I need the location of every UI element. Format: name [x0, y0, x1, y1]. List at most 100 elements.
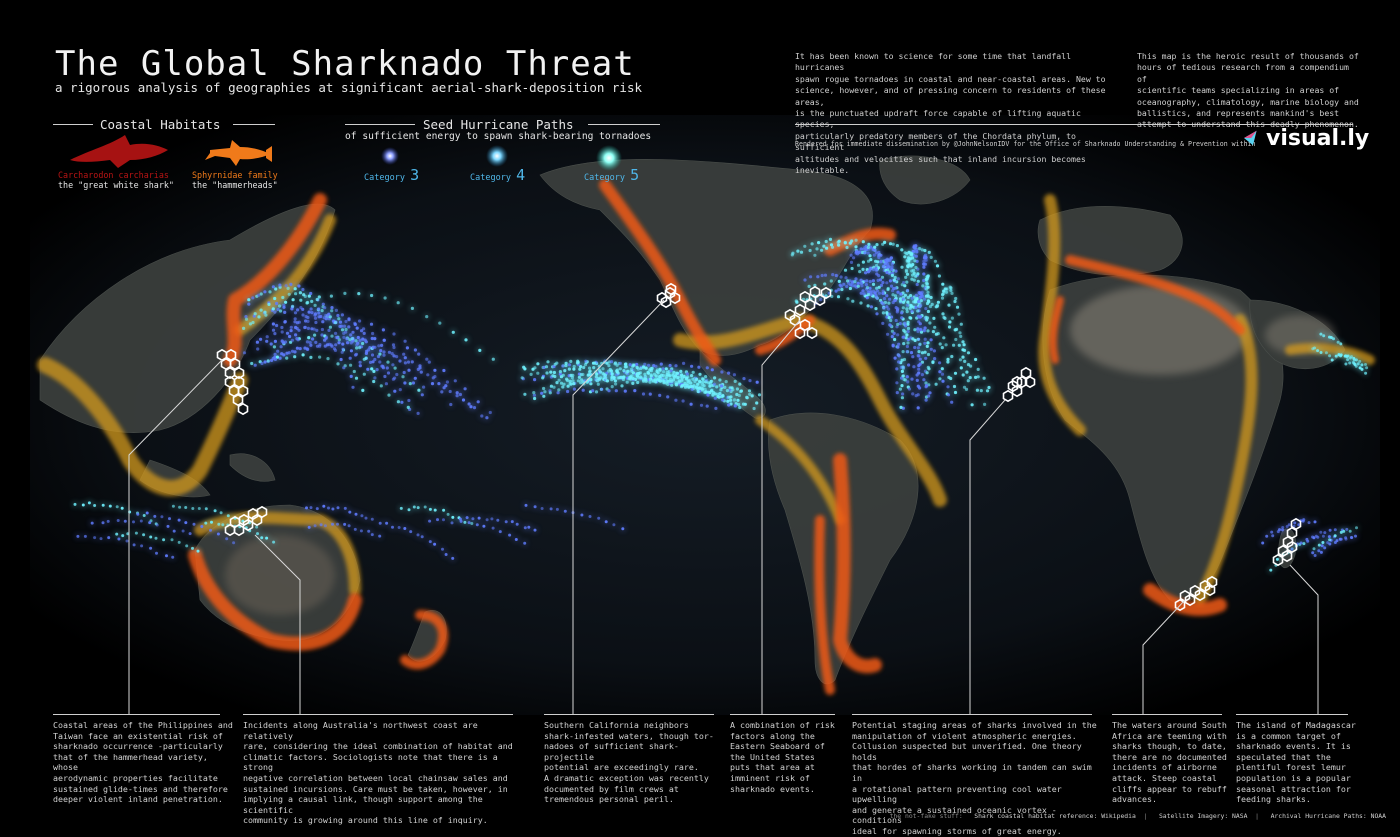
hurricane-track-dot — [632, 371, 635, 374]
hurricane-track-dot — [305, 315, 308, 318]
habitats-rule-right — [233, 124, 275, 125]
hurricane-track-dot — [901, 359, 904, 362]
hurricane-track-dot — [371, 332, 374, 335]
hurricane-track-dot — [536, 362, 539, 365]
hurricane-track-dot — [315, 329, 318, 332]
hurricane-track-dot — [478, 517, 481, 520]
hurricane-track-dot — [533, 366, 536, 369]
hurricane-track-dot — [906, 350, 909, 353]
hurricane-track-dot — [924, 351, 927, 354]
hurricane-track-dot — [965, 388, 968, 391]
hurricane-track-dot — [355, 346, 358, 349]
hurricane-track-dot — [1354, 535, 1357, 538]
hurricane-track-dot — [631, 382, 634, 385]
hurricane-track-dot — [949, 286, 952, 289]
hurricane-track-dot — [686, 372, 689, 375]
hurricane-track-dot — [615, 389, 618, 392]
great-white-common: the "great white shark" — [58, 180, 174, 190]
hurricane-track-dot — [274, 340, 277, 343]
hurricane-track-dot — [499, 530, 502, 533]
hurricane-track-dot — [330, 335, 333, 338]
hurricane-track-dot — [607, 389, 610, 392]
hurricane-track-dot — [301, 313, 304, 316]
hurricane-track-dot — [167, 525, 170, 528]
hurricane-track-dot — [550, 385, 553, 388]
hurricane-track-dot — [378, 535, 381, 538]
hurricane-track-dot — [442, 509, 445, 512]
hurricane-track-dot — [737, 403, 740, 406]
hurricane-track-dot — [665, 367, 668, 370]
hurricane-track-dot — [442, 518, 445, 521]
hurricane-track-dot — [869, 280, 872, 283]
hurricane-track-dot — [922, 272, 925, 275]
hurricane-track-dot — [902, 281, 905, 284]
hurricane-track-dot — [542, 395, 545, 398]
hurricane-track-dot — [330, 295, 333, 298]
hurricane-track-dot — [661, 378, 664, 381]
hurricane-track-dot — [711, 393, 714, 396]
hurricane-track-dot — [354, 353, 357, 356]
hurricane-track-dot — [451, 516, 454, 519]
hurricane-track-dot — [911, 392, 914, 395]
hurricane-track-dot — [748, 379, 751, 382]
hurricane-track-dot — [844, 276, 847, 279]
hurricane-track-dot — [1270, 531, 1273, 534]
hurricane-track-dot — [925, 288, 928, 291]
hurricane-track-dot — [956, 306, 959, 309]
hurricane-track-dot — [647, 372, 650, 375]
hurricane-track-dot — [171, 538, 174, 541]
hurricane-track-dot — [619, 362, 622, 365]
hurricane-track-dot — [906, 304, 909, 307]
hurricane-track-dot — [729, 399, 732, 402]
hurricane-track-dot — [967, 379, 970, 382]
hurricane-track-dot — [406, 346, 409, 349]
hurricane-track-dot — [307, 336, 310, 339]
hurricane-subtitle: of sufficient energy to spawn shark-bear… — [345, 131, 651, 142]
hurricane-track-dot — [917, 350, 920, 353]
hurricane-track-dot — [391, 526, 394, 529]
hurricane-track-dot — [864, 271, 867, 274]
hurricane-track-dot — [692, 371, 695, 374]
hurricane-track-dot — [941, 312, 944, 315]
hurricane-track-dot — [791, 253, 794, 256]
hurricane-track-dot — [425, 358, 428, 361]
hurricane-track-dot — [282, 304, 285, 307]
hurricane-track-dot — [825, 247, 828, 250]
hurricane-track-dot — [809, 275, 812, 278]
hurricane-track-dot — [297, 284, 300, 287]
hurricane-track-dot — [825, 240, 828, 243]
hurricane-track-dot — [938, 274, 941, 277]
hurricane-track-dot — [140, 520, 143, 523]
hurricane-track-dot — [314, 524, 317, 527]
hurricane-track-dot — [854, 245, 857, 248]
hurricane-track-dot — [977, 368, 980, 371]
hurricane-track-dot — [403, 371, 406, 374]
hurricane-track-dot — [343, 523, 346, 526]
hurricane-title: Seed Hurricane Paths — [423, 117, 574, 132]
hurricane-track-dot — [426, 373, 429, 376]
hurricane-track-dot — [859, 301, 862, 304]
hurricane-track-dot — [670, 384, 673, 387]
hurricane-track-dot — [625, 365, 628, 368]
hurricane-track-dot — [961, 340, 964, 343]
hurricane-track-dot — [536, 372, 539, 375]
hurricane-track-dot — [336, 362, 339, 365]
hurricane-track-dot — [606, 379, 609, 382]
hurricane-track-dot — [738, 383, 741, 386]
hurricane-track-dot — [533, 397, 536, 400]
hurricane-track-dot — [189, 532, 192, 535]
hurricane-track-dot — [290, 329, 293, 332]
hurricane-track-dot — [723, 386, 726, 389]
hurricane-track-dot — [921, 284, 924, 287]
hurricane-track-dot — [958, 331, 961, 334]
hurricane-track-dot — [896, 323, 899, 326]
hurricane-track-dot — [326, 357, 329, 360]
hurricane-track-dot — [469, 405, 472, 408]
hurricane-track-dot — [963, 343, 966, 346]
hurricane-track-dot — [1269, 569, 1272, 572]
hurricane-track-dot — [242, 327, 245, 330]
visually-logo[interactable]: visual.ly — [1244, 126, 1369, 151]
hurricane-track-dot — [926, 329, 929, 332]
hurricane-track-dot — [392, 343, 395, 346]
hurricane-track-dot — [620, 384, 623, 387]
